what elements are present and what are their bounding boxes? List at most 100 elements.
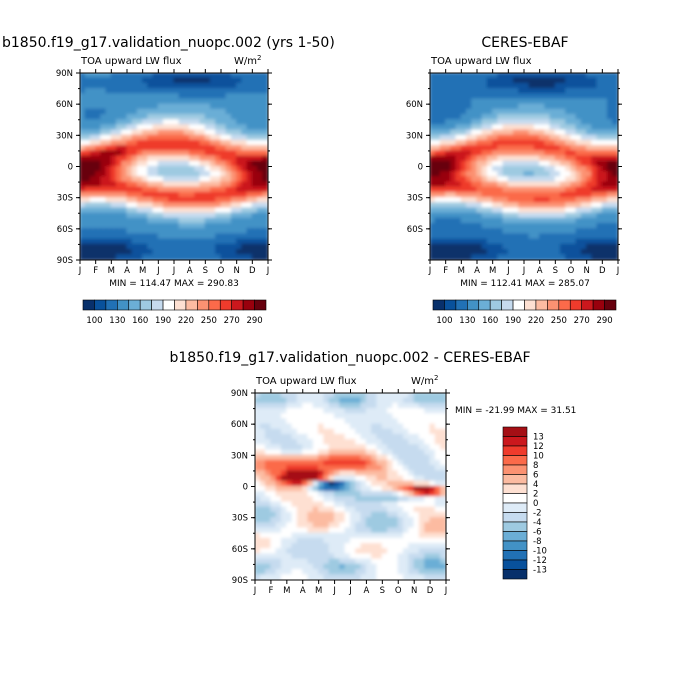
heatmap-cell bbox=[381, 532, 389, 540]
heatmap-cell bbox=[429, 511, 436, 519]
heatmap-cell bbox=[440, 506, 446, 514]
heatmap-cell bbox=[365, 393, 373, 399]
heatmap-cell bbox=[371, 506, 378, 514]
colorbar-swatch bbox=[467, 299, 480, 311]
heatmap-cell bbox=[302, 496, 309, 503]
heatmap-cell bbox=[528, 171, 536, 178]
heatmap-cell bbox=[533, 160, 541, 168]
heatmap-cell bbox=[365, 511, 373, 519]
heatmap-cell bbox=[241, 243, 248, 251]
heatmap-cell bbox=[339, 527, 346, 534]
heatmap-cell bbox=[465, 113, 473, 121]
heatmap-cell bbox=[173, 98, 180, 105]
heatmap-cell bbox=[84, 171, 92, 178]
heatmap-cell bbox=[554, 124, 562, 131]
heatmap-cell bbox=[189, 238, 196, 246]
heatmap-cell bbox=[434, 496, 442, 503]
heatmap-cell bbox=[392, 444, 399, 451]
heatmap-cell bbox=[199, 87, 206, 95]
heatmap-cell bbox=[544, 181, 551, 188]
heatmap-cell bbox=[355, 511, 362, 519]
heatmap-cell bbox=[606, 238, 614, 246]
heatmap-cell bbox=[189, 171, 196, 178]
heatmap-cell bbox=[533, 119, 541, 126]
heatmap-cell bbox=[236, 238, 243, 246]
heatmap-cell bbox=[596, 238, 603, 246]
heatmap-cell bbox=[270, 454, 277, 462]
heatmap-cell bbox=[199, 181, 206, 188]
heatmap-cell bbox=[601, 249, 609, 256]
heatmap-cell bbox=[220, 108, 227, 116]
heatmap-cell bbox=[387, 413, 394, 420]
heatmap-cell bbox=[523, 145, 530, 152]
heatmap-cell bbox=[328, 537, 336, 545]
colorbar-label: 290 bbox=[596, 316, 612, 326]
heatmap-cell bbox=[199, 217, 206, 225]
heatmap-cell bbox=[236, 186, 243, 194]
heatmap-cell bbox=[355, 393, 362, 399]
heatmap-cell bbox=[183, 186, 191, 194]
heatmap-cell bbox=[178, 73, 186, 79]
heatmap-cell bbox=[502, 186, 509, 194]
heatmap-cell bbox=[397, 397, 405, 404]
heatmap-cell bbox=[502, 129, 509, 136]
heatmap-cell bbox=[450, 103, 457, 110]
heatmap-cell bbox=[528, 82, 536, 90]
heatmap-cell bbox=[492, 113, 499, 121]
heatmap-cell bbox=[251, 73, 259, 79]
heatmap-cell bbox=[554, 145, 562, 152]
heatmap-cell bbox=[434, 139, 442, 147]
heatmap-cell bbox=[376, 397, 383, 404]
heatmap-cell bbox=[302, 501, 309, 508]
heatmap-cell bbox=[371, 553, 378, 560]
heatmap-cell bbox=[80, 108, 86, 116]
heatmap-cell bbox=[318, 480, 325, 488]
heatmap-cell bbox=[89, 98, 97, 105]
heatmap-cell bbox=[333, 433, 341, 441]
heatmap-cell bbox=[307, 393, 314, 399]
heatmap-cell bbox=[486, 217, 494, 225]
heatmap-cell bbox=[199, 82, 206, 90]
heatmap-cell bbox=[302, 475, 309, 482]
heatmap-cell bbox=[302, 413, 309, 420]
heatmap-cell bbox=[596, 249, 603, 256]
heatmap-cell bbox=[349, 558, 357, 566]
heatmap-cell bbox=[355, 402, 362, 410]
heatmap-cell bbox=[418, 397, 426, 404]
heatmap-cell bbox=[586, 145, 593, 152]
x-tick-label: J bbox=[253, 586, 257, 596]
heatmap-cell bbox=[492, 176, 499, 183]
heatmap-cell bbox=[528, 176, 536, 183]
heatmap-cell bbox=[220, 150, 227, 157]
heatmap-cell bbox=[126, 93, 133, 100]
heatmap-cell bbox=[236, 113, 243, 121]
heatmap-cell bbox=[586, 191, 593, 199]
heatmap-cell bbox=[323, 574, 330, 580]
heatmap-cell bbox=[339, 454, 346, 462]
heatmap-cell bbox=[286, 465, 293, 472]
heatmap-cell bbox=[565, 73, 572, 79]
x-tick-label: M bbox=[315, 586, 322, 596]
heatmap-cell bbox=[430, 150, 436, 157]
heatmap-cell bbox=[246, 155, 253, 162]
heatmap-cell bbox=[215, 186, 222, 194]
heatmap-cell bbox=[131, 217, 139, 225]
heatmap-cell bbox=[265, 407, 272, 415]
heatmap-cell bbox=[307, 407, 314, 415]
heatmap-cell bbox=[418, 418, 426, 425]
heatmap-cell bbox=[355, 454, 362, 462]
heatmap-cell bbox=[439, 207, 447, 214]
heatmap-cell bbox=[121, 217, 128, 225]
heatmap-cell bbox=[408, 491, 415, 498]
panel-diff-stats: MIN = -21.99 MAX = 31.51 bbox=[455, 406, 576, 416]
heatmap-cell bbox=[434, 217, 442, 225]
heatmap-cell bbox=[100, 139, 107, 147]
heatmap-cell bbox=[84, 191, 92, 199]
heatmap-cell bbox=[460, 171, 468, 178]
heatmap-cell bbox=[476, 212, 483, 220]
heatmap-cell bbox=[523, 186, 530, 194]
heatmap-cell bbox=[586, 150, 593, 157]
colorbar-label: 250 bbox=[551, 316, 567, 326]
heatmap-cell bbox=[262, 176, 268, 183]
heatmap-cell bbox=[381, 454, 389, 462]
